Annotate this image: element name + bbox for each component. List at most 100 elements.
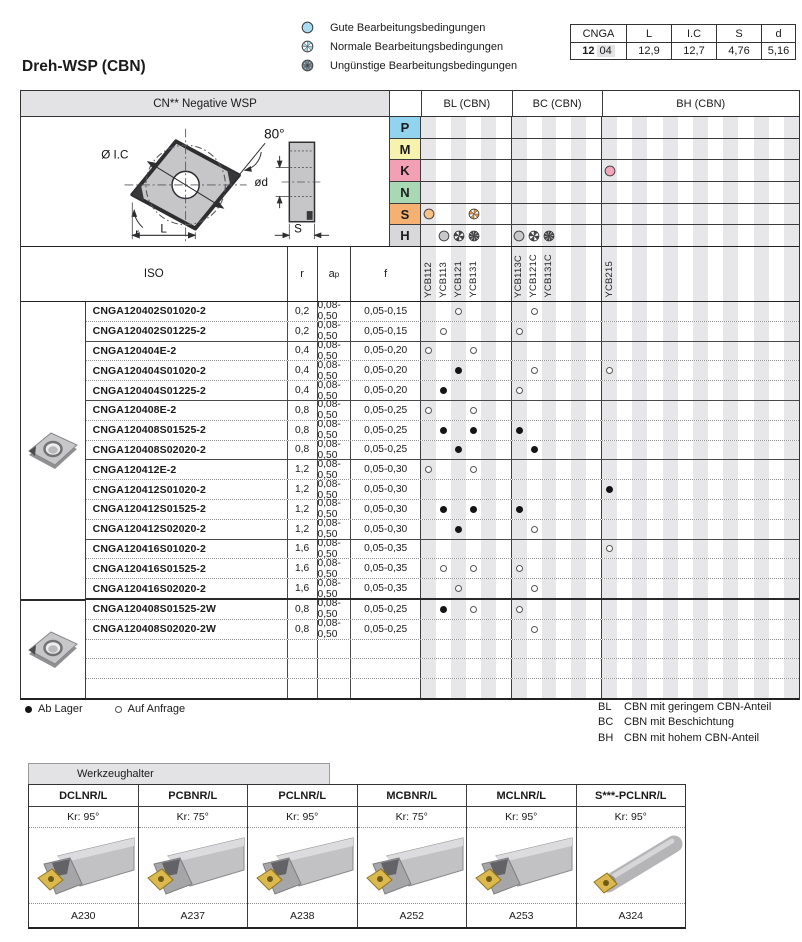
grade-cell [496, 540, 511, 559]
grade-cell [647, 659, 662, 678]
grade-cell [647, 225, 662, 246]
grade-cell [602, 182, 618, 203]
grade-cell [466, 500, 481, 519]
grade-cell [632, 341, 648, 361]
insert-designation: CNGA120404E-2 [86, 341, 288, 361]
grade-section [420, 559, 511, 579]
grade-cell [647, 559, 662, 578]
grade-cell [556, 342, 571, 361]
grade-cell [723, 160, 739, 182]
grade-cell [466, 640, 481, 659]
table-row: CNGA120412S01525-2 1,2 0,08-0,50 0,05-0,… [21, 498, 800, 520]
grade-cell [436, 441, 451, 460]
grade-cell [632, 138, 648, 160]
grade-grid [420, 659, 800, 679]
grade-cell [556, 441, 571, 460]
grade-cell [481, 302, 496, 321]
grade-grid [420, 559, 800, 579]
cutting-depth-value: 0,08-0,50 [318, 419, 352, 441]
grade-cell [496, 579, 511, 598]
grade-cell [586, 540, 601, 559]
holder-page-ref: A324 [618, 909, 644, 922]
grade-cell [723, 381, 739, 400]
cutting-depth-value: 0,08-0,50 [318, 479, 352, 501]
grade-cell [602, 225, 618, 247]
grade-cell [556, 381, 571, 400]
grade-cell [678, 480, 693, 499]
grade-cell [723, 579, 739, 598]
grade-section [420, 659, 511, 679]
grade-cell [632, 519, 648, 539]
grade-cell [541, 117, 557, 138]
grade-cell [421, 160, 436, 182]
grade-cell [647, 480, 662, 499]
grade-cell [571, 539, 587, 559]
grade-cell [586, 480, 601, 499]
grade-cell [602, 639, 618, 659]
insert-technical-drawing: Ø I.C 80° r L [101, 126, 330, 241]
insert-designation: CNGA120404S01020-2 [86, 361, 288, 381]
grade-cell [571, 138, 587, 160]
grade-cell [527, 559, 542, 578]
grade-section [420, 519, 511, 539]
grade-cell [586, 401, 601, 420]
normale-conditions-icon [468, 208, 479, 220]
grade-cell [783, 619, 800, 639]
material-group-letter: M [389, 138, 420, 160]
grade-cell [617, 182, 632, 203]
grade-cell [541, 160, 557, 182]
grade-cell [421, 361, 436, 381]
tool-image [576, 828, 685, 904]
grade-section [601, 361, 800, 381]
grade-cell [496, 381, 511, 400]
stock-dot-filled [440, 505, 447, 513]
grade-section [601, 138, 800, 160]
feed-value: 0,05-0,25 [364, 424, 408, 436]
grade-cell [723, 519, 739, 539]
cutting-depth-value: 0,08-0,50 [318, 439, 352, 461]
feed-value: 0,05-0,20 [364, 345, 408, 357]
grade-cell [451, 420, 466, 440]
grade-section [511, 559, 601, 579]
grade-cell: YCB112 [421, 247, 436, 301]
grade-cell [451, 679, 466, 698]
grade-cell [769, 401, 784, 420]
grade-cell [481, 679, 496, 698]
grade-cell [783, 341, 800, 361]
grade-section [420, 639, 511, 659]
grade-cell [451, 138, 466, 160]
grade-cell [512, 138, 527, 160]
grade-cell [436, 182, 451, 203]
grade-cell [662, 559, 678, 579]
grade-cell [769, 679, 784, 698]
grade-cell [617, 520, 632, 539]
grade-cell [662, 138, 678, 160]
grade-cell [769, 480, 784, 499]
grade-cell [451, 160, 466, 182]
grade-cell [617, 441, 632, 460]
feed-value: 0,05-0,25 [364, 603, 408, 615]
grade-cell [647, 381, 662, 400]
material-group-rows: P M K N [389, 117, 800, 247]
stock-dot-filled [530, 446, 538, 454]
grade-cell [753, 203, 769, 225]
cutting-depth-value: 0,08-0,50 [318, 459, 352, 481]
grade-cell [723, 480, 739, 499]
cutting-depth-value: 0,08-0,50 [318, 618, 352, 640]
grade-cell [421, 321, 436, 341]
insert-designation [86, 679, 288, 698]
cutting-depth-value: 0,08-0,50 [318, 558, 352, 580]
tool-image [29, 828, 138, 904]
grade-cell [723, 679, 739, 698]
material-group-letter: P [389, 117, 420, 138]
holder-cell: MCLNR/L Kr: 95° A [467, 785, 577, 927]
material-group-letter: K [389, 160, 420, 182]
grade-cell [769, 225, 784, 246]
grade-cell [436, 421, 451, 440]
grade-cell [769, 640, 784, 659]
grade-cell [586, 579, 601, 598]
grade-section [601, 499, 800, 519]
grade-cell [723, 619, 739, 639]
grade-cell [496, 139, 511, 160]
grade-cell [421, 480, 436, 499]
